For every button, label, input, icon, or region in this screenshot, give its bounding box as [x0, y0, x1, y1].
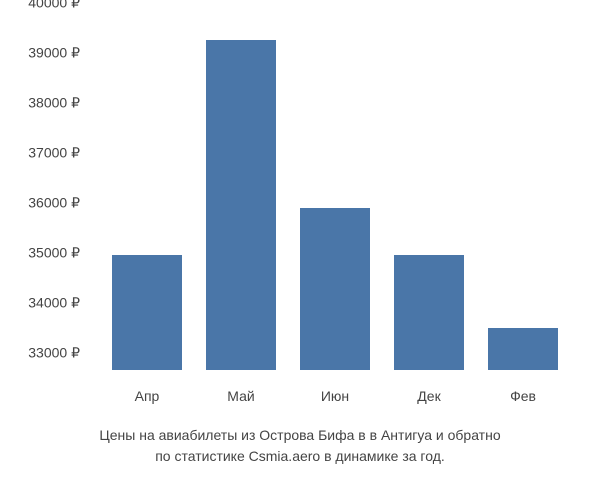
bars-group [90, 20, 580, 370]
chart-caption: Цены на авиабилеты из Острова Бифа в в А… [0, 425, 600, 467]
bar [112, 255, 182, 370]
bar-group [295, 208, 375, 371]
bar-group [389, 255, 469, 370]
x-tick-label: Дек [389, 380, 469, 410]
y-tick-label: 40000 ₽ [28, 0, 80, 12]
x-axis: Апр Май Июн Дек Фев [90, 380, 580, 410]
x-tick-label: Фев [483, 380, 563, 410]
caption-line-2: по статистике Csmia.aero в динамике за г… [155, 448, 445, 464]
x-tick-label: Май [201, 380, 281, 410]
x-tick-label: Июн [295, 380, 375, 410]
x-tick-label: Апр [107, 380, 187, 410]
bar-group [201, 40, 281, 370]
bar [300, 208, 370, 371]
y-tick-label: 33000 ₽ [28, 345, 80, 362]
y-tick-label: 37000 ₽ [28, 145, 80, 162]
bar [488, 328, 558, 371]
y-tick-label: 38000 ₽ [28, 95, 80, 112]
y-tick-label: 36000 ₽ [28, 195, 80, 212]
plot-area [90, 20, 580, 370]
y-tick-label: 35000 ₽ [28, 245, 80, 262]
bar [206, 40, 276, 370]
y-tick-label: 39000 ₽ [28, 45, 80, 62]
chart-container [90, 20, 580, 400]
bar-group [107, 255, 187, 370]
bar-group [483, 328, 563, 371]
y-axis: 33000 ₽ 34000 ₽ 35000 ₽ 36000 ₽ 37000 ₽ 38000… [0, 20, 90, 370]
bar [394, 255, 464, 370]
y-tick-label: 34000 ₽ [28, 295, 80, 312]
caption-line-1: Цены на авиабилеты из Острова Бифа в в А… [99, 427, 500, 443]
